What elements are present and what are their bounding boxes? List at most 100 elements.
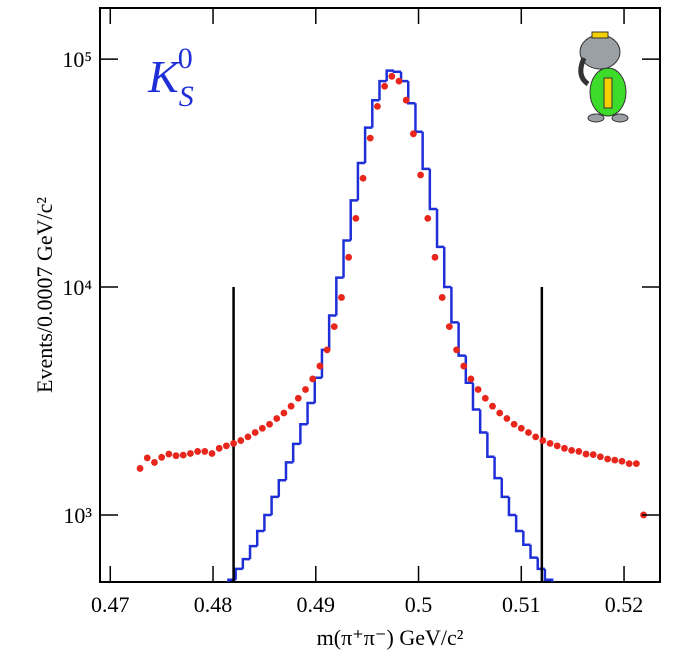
data-point: [374, 102, 381, 110]
data-point: [237, 437, 245, 444]
histogram-bin: [392, 70, 402, 73]
data-point: [136, 465, 144, 472]
histogram-bin: [471, 382, 481, 411]
data-point: [460, 362, 468, 370]
logo: [578, 31, 629, 123]
data-point: [503, 415, 511, 422]
data-point: [525, 429, 532, 436]
data-point: [359, 174, 367, 182]
histogram-bin: [349, 199, 358, 241]
data-point: [510, 420, 518, 428]
data-point: [187, 450, 194, 457]
histogram-bin: [450, 287, 459, 324]
histogram-bin: [248, 544, 258, 560]
data-point: [438, 294, 446, 301]
x-tick-label: 0.49: [297, 592, 336, 617]
annotation: KS 0: [147, 42, 194, 113]
histogram-bin: [500, 478, 509, 499]
histogram-bin: [335, 276, 344, 316]
data-point: [258, 424, 266, 432]
data-point: [366, 134, 374, 142]
histogram-bin: [378, 79, 387, 101]
data-point: [395, 77, 403, 85]
data-point: [151, 459, 158, 466]
y-tick-label: 10⁵: [62, 47, 92, 72]
annotation-sub: S: [179, 80, 194, 113]
histogram-bin: [291, 442, 301, 463]
data-point: [244, 433, 252, 441]
data-point: [165, 450, 173, 458]
data-point: [409, 130, 417, 138]
data-point: [215, 444, 223, 452]
histogram-bin: [486, 432, 495, 459]
data-point: [453, 346, 460, 354]
data-point: [330, 323, 338, 331]
data-point: [222, 442, 230, 450]
histogram-bin: [522, 531, 531, 547]
data-point: [208, 450, 216, 457]
data-point: [352, 214, 360, 222]
data-point: [381, 82, 389, 90]
data-point: [496, 409, 504, 417]
histogram-bin: [277, 478, 286, 497]
data-point: [194, 448, 202, 455]
x-tick-label: 0.52: [605, 592, 644, 617]
data-point: [280, 409, 288, 417]
data-point: [230, 440, 237, 447]
histogram-bin: [529, 544, 538, 559]
data-point: [302, 386, 309, 393]
data-point: [287, 402, 295, 410]
x-tick-label: 0.51: [502, 592, 541, 617]
data-point: [424, 214, 432, 222]
histogram-bin: [507, 496, 517, 517]
data-point: [201, 448, 209, 455]
annotation-main: K: [147, 51, 181, 102]
histogram-bin: [421, 131, 430, 171]
histogram-bin: [407, 81, 416, 105]
histogram-bin: [428, 168, 438, 211]
y-tick-label: 10⁴: [62, 275, 92, 300]
data-point: [597, 453, 604, 461]
data-point: [575, 448, 583, 455]
data-point: [582, 450, 590, 458]
data-point: [172, 452, 180, 460]
data-point: [338, 294, 345, 301]
x-axis-label: m(π⁺π⁻) GeV/c²: [317, 625, 464, 650]
y-axis-label: Events/0.0007 GeV/c²: [32, 197, 57, 393]
histogram-bin: [234, 567, 243, 580]
data-point: [553, 442, 561, 450]
annotation-sup: 0: [178, 42, 193, 75]
histogram-bin: [435, 208, 445, 249]
histogram-bin: [342, 239, 351, 278]
data-point: [316, 362, 324, 370]
data-point: [179, 451, 187, 459]
histogram-bin: [457, 322, 466, 357]
plot-area: [136, 69, 647, 582]
histogram-bin: [478, 409, 488, 434]
histogram-bin: [356, 161, 366, 201]
data-point: [251, 429, 259, 436]
histogram-bin: [255, 529, 265, 547]
data-point: [467, 375, 475, 383]
histogram-bin: [442, 246, 452, 289]
histogram-bin: [493, 456, 502, 480]
data-point: [532, 433, 540, 441]
x-tick-label: 0.48: [194, 592, 233, 617]
histogram-bin: [284, 461, 294, 481]
histogram-bin: [514, 514, 524, 533]
data-point: [632, 460, 640, 467]
histogram-bin: [385, 69, 394, 82]
data-point: [618, 457, 626, 465]
data-point: [417, 171, 424, 179]
data-point: [273, 415, 281, 422]
data-point: [517, 424, 525, 432]
histogram-bin: [299, 422, 308, 444]
data-point: [345, 253, 353, 261]
x-tick-label: 0.5: [405, 592, 433, 617]
data-point: [546, 440, 554, 447]
data-point: [561, 444, 568, 452]
data-point: [143, 454, 151, 462]
data-point: [611, 456, 619, 464]
data-point: [604, 455, 611, 463]
data-point: [481, 394, 489, 402]
